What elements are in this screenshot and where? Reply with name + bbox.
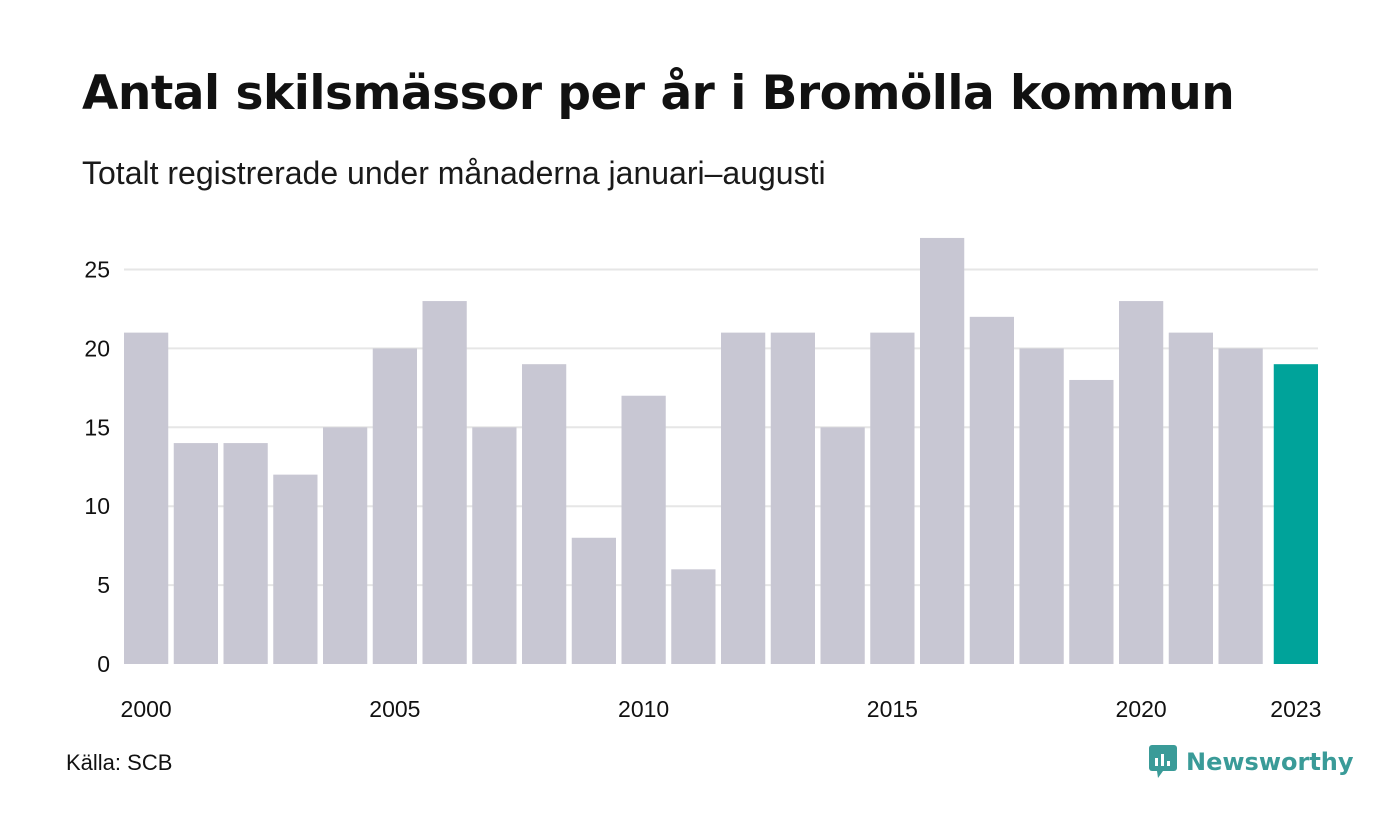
brand-logo: Newsworthy bbox=[1148, 744, 1354, 780]
bar-2011 bbox=[671, 569, 716, 664]
bar-2014 bbox=[820, 427, 865, 664]
bar-2013 bbox=[770, 332, 815, 664]
bar-2016 bbox=[920, 237, 965, 664]
bar-2009 bbox=[571, 537, 616, 664]
bar-2023 bbox=[1273, 364, 1318, 664]
bar-2022 bbox=[1218, 348, 1263, 664]
source-note: Källa: SCB bbox=[66, 750, 173, 775]
x-tick-label: 2020 bbox=[1116, 696, 1167, 722]
bar-2017 bbox=[969, 316, 1014, 664]
bar-2021 bbox=[1168, 332, 1213, 664]
brand-name: Newsworthy bbox=[1186, 748, 1354, 776]
x-tick-label: 2010 bbox=[618, 696, 669, 722]
bar-2007 bbox=[472, 427, 517, 664]
x-tick-label: 2000 bbox=[121, 696, 172, 722]
bar-2004 bbox=[323, 427, 368, 664]
bar-2002 bbox=[223, 443, 268, 664]
bars bbox=[124, 237, 1318, 664]
bar-2003 bbox=[273, 474, 318, 664]
y-tick-label: 10 bbox=[84, 493, 110, 519]
y-tick-label: 25 bbox=[84, 257, 110, 283]
bar-2010 bbox=[621, 395, 666, 664]
bar-2012 bbox=[721, 332, 766, 664]
bar-2019 bbox=[1069, 379, 1114, 664]
x-tick-label: 2005 bbox=[369, 696, 420, 722]
chart-subtitle: Totalt registrerade under månaderna janu… bbox=[82, 155, 826, 191]
bar-2006 bbox=[422, 301, 467, 664]
bar-2015 bbox=[870, 332, 915, 664]
y-tick-label: 0 bbox=[97, 651, 110, 677]
bar-2000 bbox=[124, 332, 169, 664]
bar-2020 bbox=[1119, 301, 1164, 664]
y-tick-label: 15 bbox=[84, 414, 110, 440]
bar-2018 bbox=[1019, 348, 1064, 664]
x-tick-label: 2023 bbox=[1270, 696, 1321, 722]
bar-2001 bbox=[173, 443, 218, 664]
newsworthy-logo-icon bbox=[1149, 745, 1177, 778]
bar-2005 bbox=[372, 348, 417, 664]
x-tick-label: 2015 bbox=[867, 696, 918, 722]
y-tick-label: 20 bbox=[84, 335, 110, 361]
chart-title: Antal skilsmässor per år i Bromölla komm… bbox=[82, 66, 1235, 121]
y-tick-label: 5 bbox=[97, 572, 110, 598]
bar-2008 bbox=[522, 364, 567, 664]
x-axis-ticks: 2000 2005 2010 2015 2020 2023 bbox=[121, 696, 1322, 722]
y-axis-ticks: 0 5 10 15 20 25 bbox=[84, 257, 110, 678]
